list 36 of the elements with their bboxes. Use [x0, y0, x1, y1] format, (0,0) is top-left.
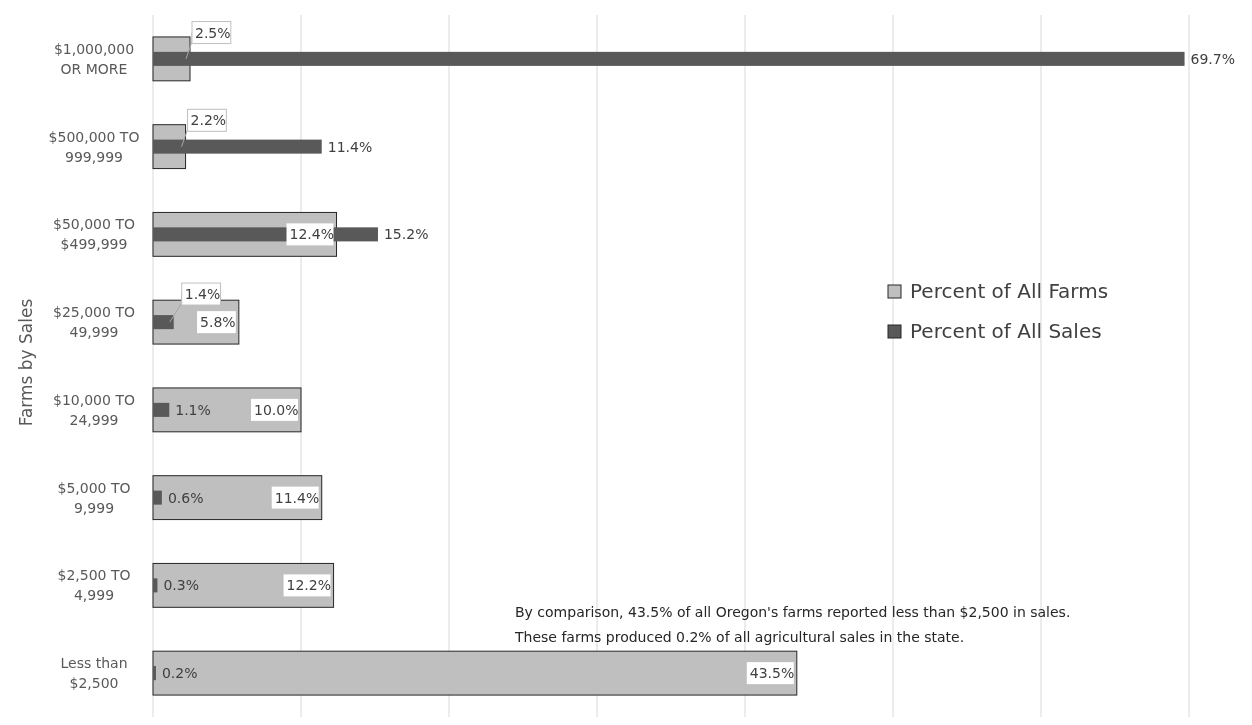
y-tick-label: $10,000 TO 24,999 — [53, 391, 135, 428]
y-tick-label: Less than $2,500 — [60, 655, 128, 692]
bar — [153, 51, 1185, 66]
data-label: 10.0% — [254, 401, 299, 418]
y-tick-label: $5,000 TO 9,999 — [57, 479, 131, 516]
data-label: 0.2% — [161, 665, 198, 682]
bar — [153, 666, 156, 681]
bar — [153, 490, 162, 505]
data-label: 69.7% — [1190, 50, 1236, 67]
bar — [153, 578, 158, 593]
data-label: 1.4% — [184, 286, 221, 303]
bar — [152, 650, 798, 696]
annotation: By comparison, 43.5% of all Oregon's farms reported less than $2,500 in sales. These farms produced 0.2% of all agricultural sales in the state. — [514, 604, 1071, 645]
data-label: 15.2% — [383, 226, 429, 243]
y-tick-label: $1,000,000 OR MORE — [53, 40, 135, 77]
y-tick-label: $50,000 TO $499,999 — [53, 216, 135, 253]
bar — [153, 139, 322, 154]
bar — [153, 402, 170, 417]
data-label: 11.4% — [327, 138, 373, 155]
data-label: 2.5% — [195, 24, 231, 41]
y-tick-label: $2,500 TO 4,999 — [57, 567, 131, 604]
y-axis-title: Farms by Sales — [16, 298, 36, 427]
data-label: 11.4% — [274, 489, 320, 506]
data-label: 1.1% — [175, 401, 211, 418]
data-label: 0.6% — [167, 489, 204, 506]
data-label: 43.5% — [749, 665, 795, 682]
y-tick-label: $500,000 TO 999,999 — [48, 128, 140, 165]
data-label: 5.8% — [200, 314, 236, 331]
bar — [153, 315, 174, 330]
data-label: 12.4% — [289, 226, 334, 243]
data-label: 2.2% — [190, 112, 227, 129]
legend-label: Percent of All Sales — [910, 319, 1102, 343]
legend-label: Percent of All Farms — [910, 279, 1109, 303]
y-tick-label: $25,000 TO 49,999 — [53, 304, 135, 341]
data-label: 12.2% — [286, 577, 332, 594]
data-label: 0.3% — [163, 577, 200, 594]
